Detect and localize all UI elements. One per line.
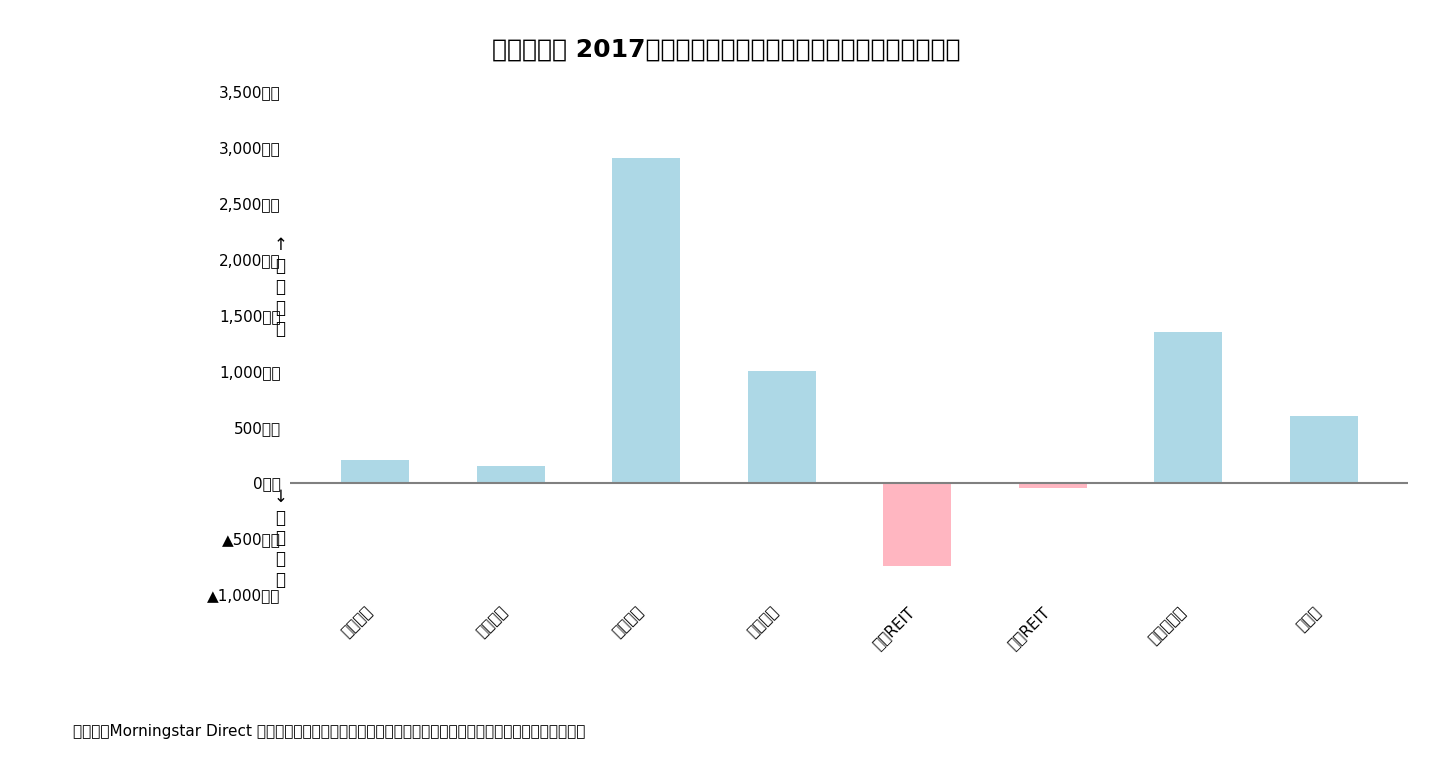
Bar <box>476 466 544 482</box>
Bar <box>883 482 951 566</box>
Bar <box>1289 415 1358 482</box>
Bar <box>1154 331 1223 482</box>
Bar <box>341 460 409 482</box>
Text: （資料）Morningstar Direct を用いて筆者集計。各資産クラスはイボットソン分類を用いてファンドを分類。: （資料）Morningstar Direct を用いて筆者集計。各資産クラスはイ… <box>73 724 585 739</box>
Text: ↓
資
金
流
出: ↓ 資 金 流 出 <box>273 488 287 589</box>
Text: ↑
資
金
流
入: ↑ 資 金 流 入 <box>273 236 287 338</box>
Text: 【図表１】 2017年８月の国内公募追加型投信の推計資金流出入: 【図表１】 2017年８月の国内公募追加型投信の推計資金流出入 <box>492 38 960 62</box>
Bar <box>748 371 816 482</box>
Bar <box>613 158 680 482</box>
Bar <box>1019 482 1086 488</box>
